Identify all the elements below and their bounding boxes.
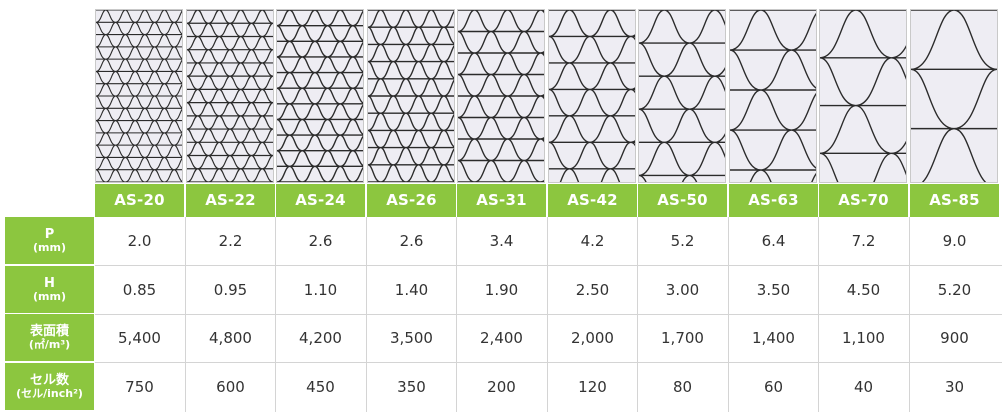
table-cell: 30 xyxy=(944,377,965,396)
model-name-header: AS-31 xyxy=(457,184,546,217)
column-divider xyxy=(185,217,186,412)
table-cell: 3.4 xyxy=(489,231,514,250)
model-pattern-image xyxy=(186,9,274,183)
column-divider xyxy=(547,217,548,412)
honeycomb-pattern-icon xyxy=(187,10,273,182)
row-header-label: H xyxy=(44,275,55,291)
row-header-unit: (セル/inch²) xyxy=(16,386,83,400)
table-cell: 80 xyxy=(672,377,693,396)
honeycomb-pattern-icon xyxy=(458,10,544,182)
table-cell: 1.90 xyxy=(484,280,519,299)
table-cell: 200 xyxy=(487,377,516,396)
column-divider xyxy=(456,217,457,412)
column-divider xyxy=(366,217,367,412)
honeycomb-pattern-icon xyxy=(96,10,182,182)
row-divider xyxy=(95,314,1002,315)
table-cell: 4,800 xyxy=(209,328,252,347)
table-cell: 350 xyxy=(397,377,426,396)
table-cell: 4.50 xyxy=(846,280,881,299)
row-header-unit: (mm) xyxy=(33,240,66,254)
model-pattern-image xyxy=(95,9,183,183)
row-header-unit: (mm) xyxy=(33,289,66,303)
table-cell: 5,400 xyxy=(118,328,161,347)
honeycomb-pattern-icon xyxy=(820,10,906,182)
column-divider xyxy=(637,217,638,412)
row-header-label: P xyxy=(44,226,55,242)
table-cell: 3.00 xyxy=(665,280,700,299)
model-pattern-image xyxy=(910,9,998,183)
honeycomb-pattern-icon xyxy=(277,10,363,182)
table-cell: 4,200 xyxy=(299,328,342,347)
table-cell: 40 xyxy=(853,377,874,396)
table-cell: 6.4 xyxy=(761,231,786,250)
table-cell: 2,400 xyxy=(480,328,523,347)
table-cell: 1,100 xyxy=(842,328,885,347)
table-cell: 900 xyxy=(940,328,969,347)
row-header-label: セル数 xyxy=(29,372,69,388)
model-pattern-image xyxy=(276,9,364,183)
model-name-header: AS-50 xyxy=(638,184,727,217)
model-name-header: AS-70 xyxy=(819,184,908,217)
honeycomb-pattern-icon xyxy=(911,10,997,182)
table-cell: 7.2 xyxy=(851,231,876,250)
table-cell: 2,000 xyxy=(571,328,614,347)
table-cell: 60 xyxy=(763,377,784,396)
table-cell: 0.95 xyxy=(213,280,248,299)
row-divider xyxy=(95,265,1002,266)
row-header-unit: (㎡/m³) xyxy=(28,337,71,351)
table-cell: 9.0 xyxy=(942,231,967,250)
model-name-header: AS-42 xyxy=(548,184,637,217)
row-header: 表面積 (㎡/m³) xyxy=(5,314,94,361)
table-cell: 4.2 xyxy=(580,231,605,250)
table-cell: 5.20 xyxy=(937,280,972,299)
table-cell: 3.50 xyxy=(756,280,791,299)
table-cell: 5.2 xyxy=(670,231,695,250)
model-name-header: AS-20 xyxy=(95,184,184,217)
table-cell: 2.6 xyxy=(308,231,333,250)
table-cell: 2.50 xyxy=(575,280,610,299)
row-header: セル数 (セル/inch²) xyxy=(5,363,94,410)
model-pattern-image xyxy=(729,9,817,183)
model-name-header: AS-22 xyxy=(186,184,275,217)
table-cell: 3,500 xyxy=(390,328,433,347)
table-cell: 0.85 xyxy=(122,280,157,299)
model-pattern-image xyxy=(367,9,455,183)
row-header: P (mm) xyxy=(5,217,94,264)
table-cell: 2.2 xyxy=(218,231,243,250)
model-pattern-image xyxy=(638,9,726,183)
honeycomb-pattern-icon xyxy=(730,10,816,182)
table-cell: 1.40 xyxy=(394,280,429,299)
table-cell: 2.0 xyxy=(127,231,152,250)
model-name-header: AS-85 xyxy=(910,184,999,217)
row-divider xyxy=(95,362,1002,363)
model-pattern-image xyxy=(457,9,545,183)
table-cell: 600 xyxy=(216,377,245,396)
model-pattern-image xyxy=(819,9,907,183)
column-divider xyxy=(728,217,729,412)
row-header-label: 表面積 xyxy=(29,323,69,339)
honeycomb-pattern-icon xyxy=(549,10,635,182)
model-name-header: AS-63 xyxy=(729,184,818,217)
model-pattern-image xyxy=(548,9,636,183)
honeycomb-pattern-icon xyxy=(368,10,454,182)
table-cell: 1,700 xyxy=(661,328,704,347)
table-cell: 450 xyxy=(306,377,335,396)
model-name-header: AS-26 xyxy=(367,184,456,217)
table-cell: 120 xyxy=(578,377,607,396)
column-divider xyxy=(275,217,276,412)
model-name-header: AS-24 xyxy=(276,184,365,217)
column-divider xyxy=(818,217,819,412)
honeycomb-pattern-icon xyxy=(639,10,725,182)
row-header: H (mm) xyxy=(5,266,94,313)
table-cell: 2.6 xyxy=(399,231,424,250)
column-divider xyxy=(909,217,910,412)
table-cell: 1.10 xyxy=(303,280,338,299)
table-cell: 1,400 xyxy=(752,328,795,347)
table-cell: 750 xyxy=(125,377,154,396)
